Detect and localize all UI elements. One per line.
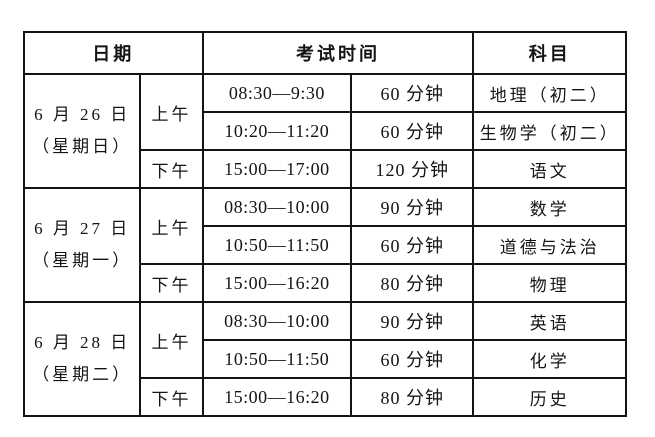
table-row: 10:20—11:20 60 分钟 生物学（初二） — [24, 111, 627, 151]
time-cell: 10:50—11:50 — [201, 225, 353, 265]
duration-cell: 60 分钟 — [350, 339, 475, 379]
subject-cell: 语文 — [472, 149, 627, 189]
table-row: 下午 15:00—16:20 80 分钟 物理 — [24, 263, 627, 303]
session-cell-afternoon: 下午 — [139, 377, 204, 417]
table-row: 下午 15:00—17:00 120 分钟 语文 — [24, 149, 627, 189]
time-cell: 15:00—16:20 — [201, 377, 353, 417]
table-row: 6 月 28 日 （星期二） 上午 08:30—10:00 90 分钟 英语 — [22, 301, 627, 417]
session-cell-morning: 上午 — [139, 301, 204, 379]
weekday-line: （星期日） — [32, 137, 133, 156]
duration-cell: 60 分钟 — [350, 111, 475, 151]
duration-cell: 120 分钟 — [350, 149, 475, 189]
subject-cell: 物理 — [472, 263, 627, 303]
time-cell: 15:00—16:20 — [201, 263, 353, 303]
table-row: 6 月 27 日 （星期一） 上午 08:30—10:00 90 分钟 数学 — [22, 187, 627, 303]
time-cell: 08:30—10:00 — [201, 187, 353, 227]
subject-cell: 道德与法治 — [472, 225, 627, 265]
duration-cell: 90 分钟 — [350, 301, 475, 341]
session-cell-morning: 上午 — [139, 73, 204, 151]
time-cell: 08:30—9:30 — [201, 73, 353, 113]
subject-cell: 化学 — [472, 339, 627, 379]
table-row: 6 月 26 日 （星期日） 上午 08:30—9:30 60 分钟 地理（初二… — [22, 73, 627, 189]
header-exam-time: 考试时间 — [201, 31, 475, 75]
header-row: 日期 考试时间 科目 — [23, 31, 627, 75]
weekday-line: （星期一） — [32, 251, 133, 270]
time-cell: 10:20—11:20 — [201, 111, 353, 151]
date-line: 6 月 27 日 — [34, 218, 131, 238]
weekday-line: （星期二） — [32, 365, 133, 384]
duration-cell: 60 分钟 — [350, 73, 475, 113]
subject-cell: 地理（初二） — [472, 73, 627, 113]
duration-cell: 80 分钟 — [350, 263, 475, 303]
time-cell: 10:50—11:50 — [201, 339, 353, 379]
date-cell-jun28: 6 月 28 日 （星期二） — [22, 301, 142, 417]
table-row: 10:50—11:50 60 分钟 道德与法治 — [24, 225, 627, 265]
table-row: 10:50—11:50 60 分钟 化学 — [24, 339, 627, 379]
date-line: 6 月 26 日 — [34, 104, 131, 124]
duration-cell: 80 分钟 — [350, 377, 475, 417]
session-cell-morning: 上午 — [139, 187, 204, 265]
header-subject: 科目 — [472, 31, 627, 75]
table-row: 下午 15:00—16:20 80 分钟 历史 — [24, 377, 627, 417]
date-cell-jun27: 6 月 27 日 （星期一） — [22, 187, 142, 303]
duration-cell: 60 分钟 — [350, 225, 475, 265]
exam-schedule-table: 日期 考试时间 科目 6 月 26 日 （星期日） 上午 08:30—9:30 … — [22, 31, 627, 417]
duration-cell: 90 分钟 — [350, 187, 475, 227]
session-cell-afternoon: 下午 — [139, 263, 204, 303]
subject-cell: 历史 — [472, 377, 627, 417]
session-cell-afternoon: 下午 — [139, 149, 204, 189]
subject-cell: 英语 — [472, 301, 627, 341]
date-line: 6 月 28 日 — [34, 332, 131, 352]
subject-cell: 生物学（初二） — [472, 111, 627, 151]
time-cell: 08:30—10:00 — [201, 301, 353, 341]
header-date: 日期 — [23, 31, 204, 75]
subject-cell: 数学 — [472, 187, 627, 227]
date-cell-jun26: 6 月 26 日 （星期日） — [22, 73, 142, 189]
time-cell: 15:00—17:00 — [201, 149, 353, 189]
